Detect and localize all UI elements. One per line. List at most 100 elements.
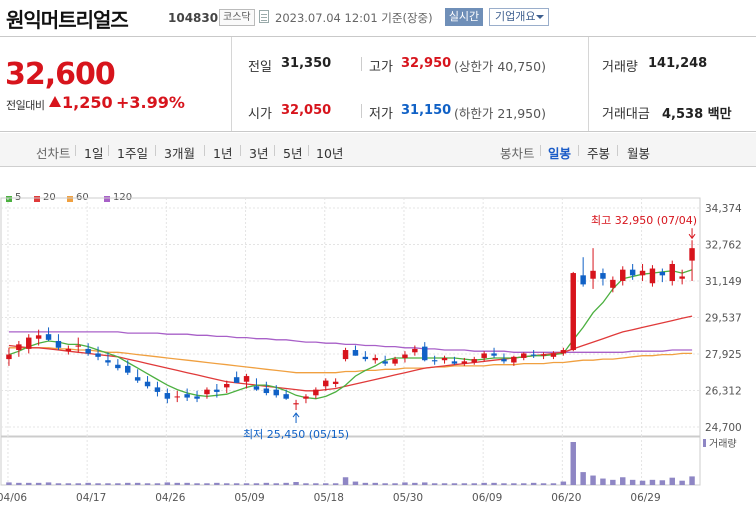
chart-axis: 34,374 32,762 31,149 29,537 27,925 26,312 24,7… [0,203,742,504]
candle-body [669,264,675,281]
price-chart[interactable]: 34,374 32,762 31,149 29,537 27,925 26,312 24,7… [0,168,756,515]
candle-body [620,269,626,281]
volume-bar [511,483,517,485]
volume-bar [125,482,131,485]
y-tick-label: 34,374 [705,203,742,215]
tab-candle-chart[interactable]: 봉차트 [500,146,535,161]
candle-body [590,270,596,279]
volume-bar [342,477,349,485]
y-tick-label: 32,762 [705,240,742,252]
volume-bar [422,482,428,485]
volume-bar [550,483,557,485]
volume-bar [649,479,656,485]
chart-grid [0,197,701,486]
y-tick-label: 24,700 [705,422,742,434]
volume-bar [501,483,507,485]
volume-bar [184,482,190,485]
tab-10year[interactable]: 10년 [316,146,344,161]
candles [6,240,695,411]
price-change: 1,250 [62,93,113,112]
candle-body [16,344,22,351]
candle-body [194,396,200,399]
volume-label: 거래량 [709,438,737,450]
volume-bar [273,483,279,485]
high-annotation: 최고 32,950 (07/04) [591,214,697,227]
volume-bar [332,483,339,485]
volume-bar [263,482,270,485]
divider [231,37,232,131]
candle-body [530,354,537,356]
volume-bar [154,483,161,485]
volume-bar [253,483,260,485]
chart-annotations: 최고 32,950 (07/04) 최저 25,450 (05/15) [243,214,697,441]
candle-body [313,389,319,396]
candle-body [471,359,477,363]
divider [578,145,579,156]
volume-bar [204,483,210,485]
volume-bar [224,483,230,485]
volume-bar [639,480,646,485]
document-icon[interactable] [259,10,269,23]
tab-1year[interactable]: 1년 [213,146,233,161]
volume-bar [402,482,408,485]
tab-5year[interactable]: 5년 [283,146,303,161]
tab-line-chart[interactable]: 선차트 [36,146,71,161]
turnover-label: 거래대금 [602,107,650,122]
tab-3month[interactable]: 3개월 [164,146,195,161]
tab-3year[interactable]: 3년 [249,146,269,161]
volume-bar [55,483,62,485]
candle-body [6,354,12,360]
candle-body [540,354,547,356]
candle-body [412,348,418,353]
volume-bar [6,482,12,485]
candle-body [45,334,52,340]
legend-ma120-swatch [104,196,110,202]
candle-body [95,353,101,357]
low-annotation: 최저 25,450 (05/15) [243,428,349,441]
candle-body [580,275,586,285]
candle-body [679,276,685,279]
company-overview-dropdown[interactable]: 기업개요 [489,8,549,26]
volume-bar [243,483,250,485]
tab-daily[interactable]: 일봉 [548,146,572,161]
divider [308,145,309,156]
volume-bars [6,439,706,485]
volume-bar [214,482,220,485]
candle-body [560,350,567,354]
candle-body [639,270,646,276]
volume-bar [95,483,101,485]
tab-monthly[interactable]: 월봉 [627,146,651,161]
volume-bar [659,480,666,485]
volume-bar [65,483,72,485]
candle-body [491,353,497,356]
candle-body [164,393,171,399]
volume-bar [352,481,359,485]
candle-body [501,359,507,362]
volume-bar [35,482,42,485]
realtime-button[interactable]: 실시간 [445,8,483,26]
stock-header: 원익머트리얼즈 104830 코스닥 2023.07.04 12:01 기준(장… [0,0,756,36]
candle-body [253,386,260,390]
volume-bar [530,482,537,485]
divider [240,145,241,156]
divider [108,145,109,156]
candle-body [214,389,220,392]
divider [361,57,362,71]
prev-close-value: 31,350 [281,56,332,71]
candle-body [372,357,378,361]
candle-body [105,360,111,363]
tab-weekly[interactable]: 주봉 [587,146,611,161]
open-label: 시가 [248,107,272,122]
volume-bar [392,483,398,485]
volume-bar [451,483,458,485]
tab-1week[interactable]: 1주일 [117,146,148,161]
tab-1day[interactable]: 1일 [84,146,104,161]
candle-body [352,350,359,356]
candle-body [125,365,131,373]
price-summary: 32,600 전일대비 1,250 +3.99% 전일 31,350 시가 32… [0,36,756,132]
candle-body [521,353,527,358]
volume-bar [75,483,81,485]
candle-body [402,354,408,358]
divider [204,145,205,156]
candle-body [283,394,289,399]
